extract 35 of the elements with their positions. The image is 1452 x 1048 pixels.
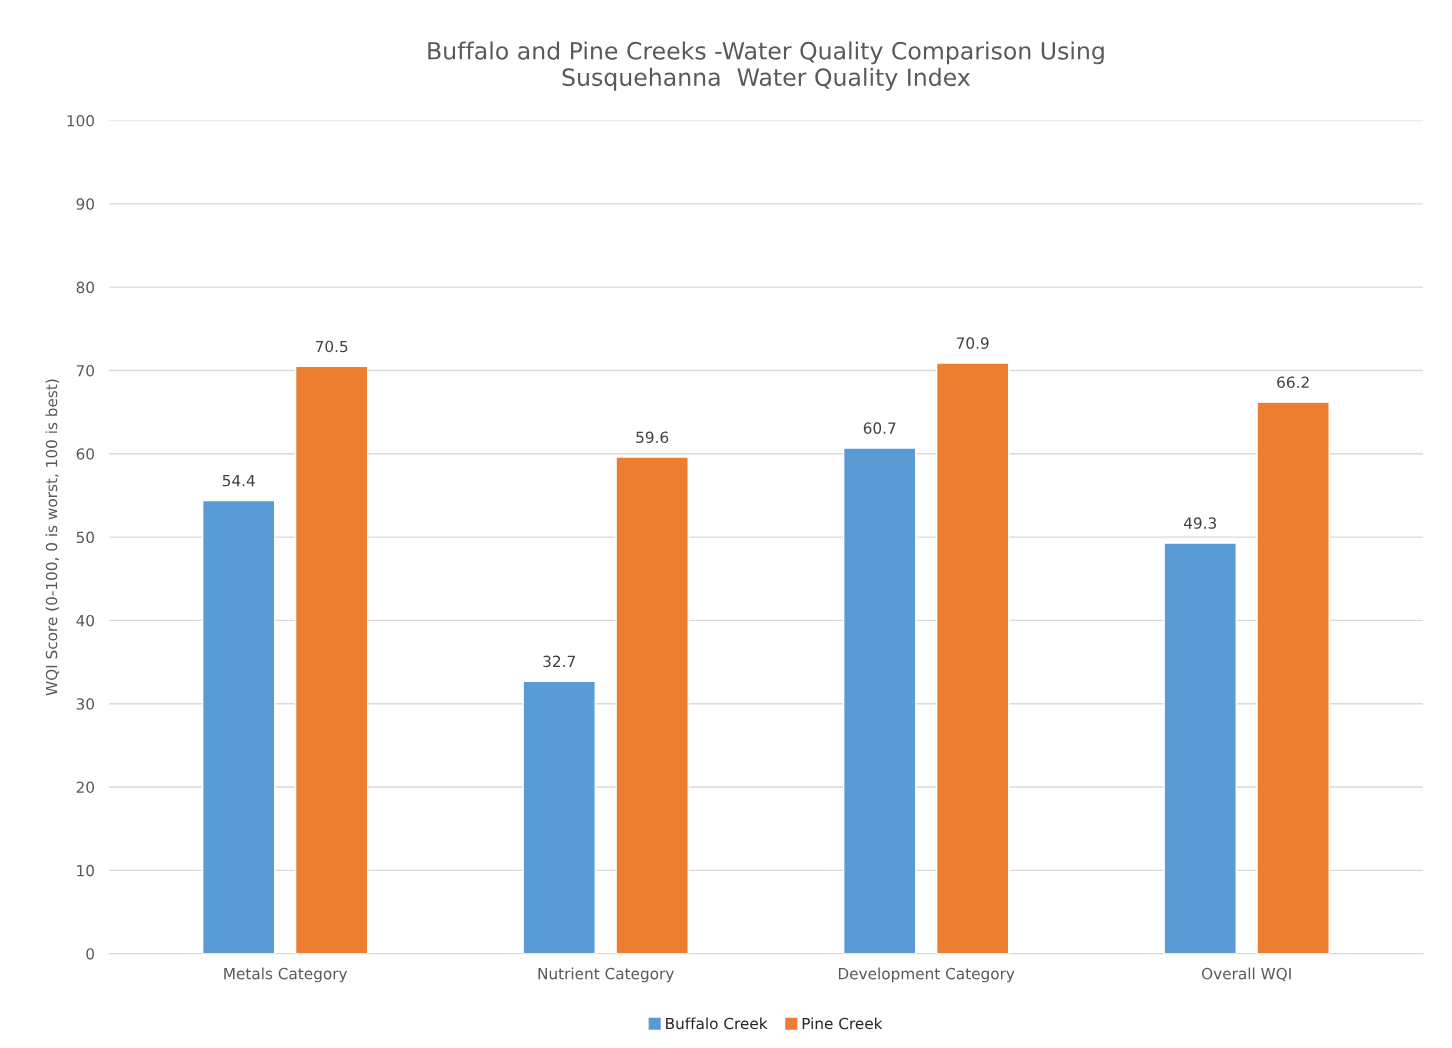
x-tick-label: Overall WQI xyxy=(1201,967,1291,982)
y-tick-label: 50 xyxy=(76,531,94,544)
legend-label: Buffalo Creek xyxy=(666,1017,768,1030)
y-tick-label: 100 xyxy=(67,114,94,127)
data-label: 59.6 xyxy=(636,431,669,444)
bar xyxy=(935,362,1010,954)
data-label: 32.7 xyxy=(543,655,575,668)
y-tick-label: 20 xyxy=(76,781,94,794)
bar xyxy=(294,365,369,954)
y-tick-label: 90 xyxy=(76,198,94,210)
x-tick-label: Metals Category xyxy=(224,967,348,983)
y-tick-label: 30 xyxy=(76,698,94,710)
x-tick-label: Development Category xyxy=(838,967,1015,983)
legend-label: Pine Creek xyxy=(802,1017,883,1030)
y-axis-title: WQI Score (0-100, 0 is worst, 100 is best) xyxy=(45,379,60,696)
x-tick-label: Nutrient Category xyxy=(538,967,674,983)
bar xyxy=(201,499,276,954)
data-label: 70.9 xyxy=(956,337,989,349)
y-tick-label: 10 xyxy=(77,864,94,877)
bar xyxy=(1256,401,1330,954)
data-label: 60.7 xyxy=(863,422,896,434)
y-tick-label: 0 xyxy=(86,948,94,960)
bar xyxy=(522,680,596,954)
data-label: 54.4 xyxy=(222,475,255,487)
data-label: 70.5 xyxy=(315,340,348,353)
y-tick-label: 40 xyxy=(76,614,94,627)
bar xyxy=(842,447,917,954)
bar xyxy=(615,456,689,954)
data-label: 66.2 xyxy=(1277,376,1309,389)
data-label: 49.3 xyxy=(1183,517,1216,529)
bar xyxy=(1163,542,1237,954)
y-tick-label: 80 xyxy=(76,281,94,294)
chart-title: Buffalo and Pine Creeks -Water Quality Comparison Using Susquehanna Water Quality Index xyxy=(428,41,1104,91)
y-tick-label: 70 xyxy=(76,364,94,377)
y-tick-label: 60 xyxy=(76,448,94,460)
